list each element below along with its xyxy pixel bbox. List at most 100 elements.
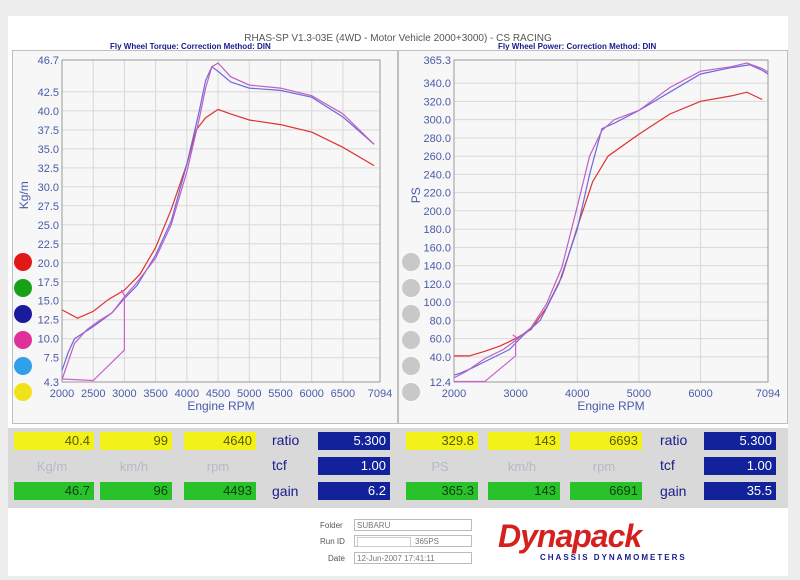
power-plot-frame (453, 59, 769, 383)
power-y-tick-label: 100.0 (423, 297, 451, 309)
power-y-tick-label: 160.0 (423, 242, 451, 254)
right-speed-readout: 143 (488, 432, 560, 450)
torque-x-tick-label: 5500 (268, 388, 292, 400)
torque-y-tick-label: 27.5 (38, 201, 59, 213)
runid-label: Run ID (320, 537, 345, 546)
power-y-tick-label: 300.0 (423, 115, 451, 127)
date-value: 12-Jun-2007 17:41:11 (354, 552, 472, 564)
grey-legend-dot-4 (402, 331, 420, 349)
power-y-tick-label: 240.0 (423, 169, 451, 181)
power-x-tick-label: 2000 (442, 388, 466, 400)
torque-y-tick-label: 42.5 (38, 87, 59, 99)
legend-dot-3 (14, 305, 32, 323)
power-series-line-2 (453, 64, 769, 376)
power-y-tick-label: 40.0 (430, 352, 451, 364)
torque-y-tick-label: 15.0 (38, 296, 59, 308)
power-y-tick-label: 12.4 (430, 377, 451, 389)
legend-dot-4 (14, 331, 32, 349)
torque-y-tick-label: 7.5 (44, 353, 59, 365)
torque-y-tick-label: 4.3 (44, 377, 59, 389)
power-chart: 365.3 340.0 320.0 300.0 280.0 260.0 240.0 220.0… (409, 55, 780, 413)
torque-y-tick-label: 32.5 (38, 163, 59, 175)
runid-text: 365PS (415, 537, 440, 546)
power-series-line-3 (453, 62, 769, 379)
torque-x-tick-label: 3000 (112, 388, 136, 400)
power-y-tick-label: 180.0 (423, 224, 451, 236)
torque-plot-frame (61, 59, 381, 383)
right-gain-value: 35.5 (704, 482, 776, 500)
right-unit-ps: PS (431, 459, 449, 474)
grey-legend-dot-1 (402, 253, 420, 271)
grey-legend-dot-6 (402, 383, 420, 401)
torque-y-tick-label: 20.0 (38, 258, 59, 270)
torque-y-tick-label: 30.0 (38, 182, 59, 194)
right-power-readout: 329.8 (406, 432, 478, 450)
power-x-tick-label: 3000 (503, 388, 527, 400)
power-x-tick-label: 5000 (627, 388, 651, 400)
torque-x-tick-label: 3500 (143, 388, 167, 400)
grey-legend-dot-3 (402, 305, 420, 323)
torque-y-tick-label: 10.0 (38, 334, 59, 346)
date-label: Date (328, 554, 345, 563)
left-speed-readout: 99 (100, 432, 172, 450)
torque-y-tick-label: 40.0 (38, 106, 59, 118)
power-y-tick-label: 140.0 (423, 261, 451, 273)
sheet-header: RHAS-SP V1.3-03E (4WD - Motor Vehicle 20… (8, 16, 788, 48)
right-ratio-value: 5.300 (704, 432, 776, 450)
left-ratio-value: 5.300 (318, 432, 390, 450)
torque-y-axis-label: Kg/m (17, 181, 31, 209)
power-y-axis-label: PS (409, 187, 423, 203)
left-ratio-label: ratio (272, 432, 300, 448)
left-gain-label: gain (272, 483, 299, 499)
power-y-tick-label: 220.0 (423, 188, 451, 200)
power-y-tick-label: 260.0 (423, 151, 451, 163)
torque-y-tick-label: 12.5 (38, 315, 59, 327)
power-x-tick-label: 6000 (688, 388, 712, 400)
left-rpm-readout: 4640 (184, 432, 256, 450)
right-peak-speed: 143 (488, 482, 560, 500)
torque-y-tick-label: 46.7 (38, 55, 59, 67)
right-tcf-value: 1.00 (704, 457, 776, 475)
torque-x-axis-label: Engine RPM (187, 399, 254, 413)
power-panel (398, 50, 788, 424)
torque-x-tick-label: 4500 (206, 388, 230, 400)
power-x-tick-label: 4000 (565, 388, 589, 400)
folder-label: Folder (320, 521, 343, 530)
power-series-line-4 (454, 334, 517, 383)
torque-x-tick-label: 2000 (50, 388, 74, 400)
power-y-tick-label: 80.0 (430, 315, 451, 327)
power-y-tick-label: 340.0 (423, 78, 451, 90)
torque-y-tick-label: 37.5 (38, 125, 59, 137)
left-unit-kgm: Kg/m (36, 459, 68, 474)
torque-series-line-2 (61, 65, 375, 371)
right-unit-kmh: km/h (507, 459, 537, 474)
legend-dot-6 (14, 383, 32, 401)
torque-x-tick-label: 5000 (237, 388, 261, 400)
dynapack-tagline: CHASSIS DYNAMOMETERS (540, 553, 687, 562)
torque-x-tick-label: 6500 (331, 388, 355, 400)
torque-y-tick-label: 22.5 (38, 239, 59, 251)
torque-series-line-4 (61, 289, 125, 382)
left-unit-rpm: rpm (206, 459, 230, 474)
right-peak-power: 365.3 (406, 482, 478, 500)
right-gain-label: gain (660, 483, 687, 499)
runid-value: 365PS (354, 535, 472, 547)
left-unit-kmh: km/h (119, 459, 149, 474)
folder-value: SUBARU (354, 519, 472, 531)
left-peak-speed: 96 (100, 482, 172, 500)
power-x-axis-label: Engine RPM (577, 399, 644, 413)
torque-x-tick-label: 4000 (175, 388, 199, 400)
left-gain-value: 6.2 (318, 482, 390, 500)
legend-dot-2 (14, 279, 32, 297)
right-rpm-readout: 6693 (570, 432, 642, 450)
right-ratio-label: ratio (660, 432, 688, 448)
right-tcf-label: tcf (660, 457, 675, 473)
power-y-tick-label: 60.0 (430, 334, 451, 346)
legend-dot-5 (14, 357, 32, 375)
torque-y-tick-label: 25.0 (38, 220, 59, 232)
power-subheader: Fly Wheel Power: Correction Method: DIN (498, 42, 657, 51)
legend-dot-1 (14, 253, 32, 271)
torque-series-line-1 (61, 108, 375, 319)
power-y-tick-label: 365.3 (423, 55, 451, 67)
left-torque-readout: 40.4 (14, 432, 94, 450)
